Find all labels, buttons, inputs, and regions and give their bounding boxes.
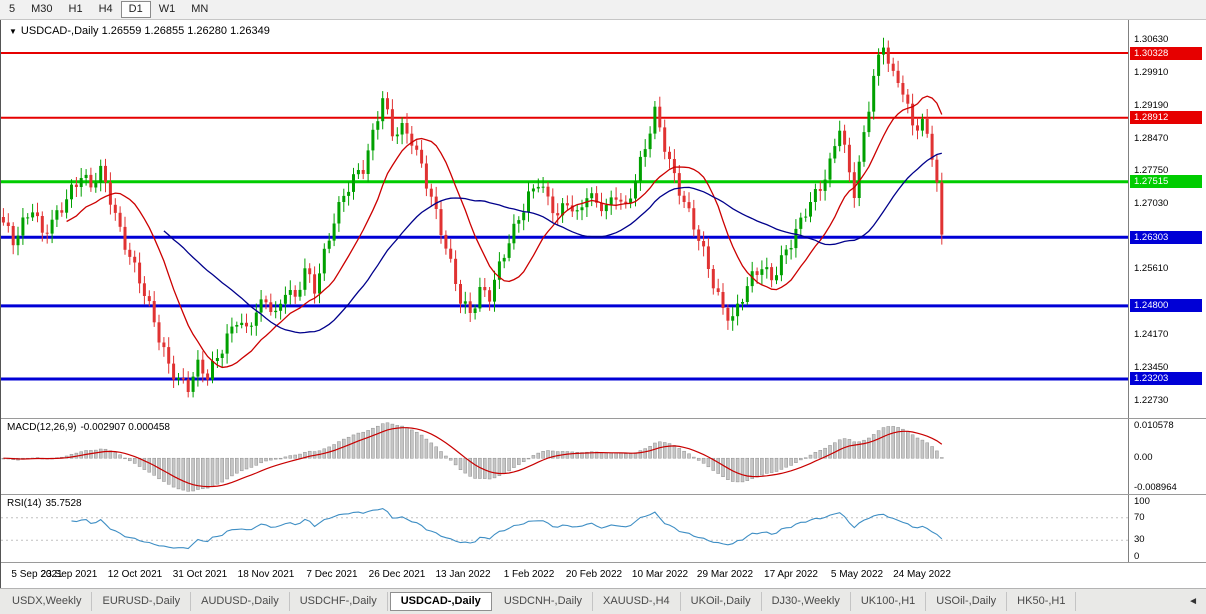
tab-dj30-weekly[interactable]: DJ30-,Weekly: [762, 592, 851, 611]
rsi-tick-label: 30: [1134, 534, 1145, 545]
tab-uk100-h1[interactable]: UK100-,H1: [851, 592, 927, 611]
tab-hk50-h1[interactable]: HK50-,H1: [1007, 592, 1077, 611]
tab-audusd-daily[interactable]: AUDUSD-,Daily: [191, 592, 290, 611]
date-label: 5 May 2022: [830, 569, 884, 580]
macd-chart[interactable]: [1, 420, 1129, 494]
price-tick-label: 1.29910: [1134, 67, 1169, 78]
price-tick-label: 1.24170: [1134, 329, 1169, 340]
tab-ukoil-daily[interactable]: UKOil-,Daily: [681, 592, 762, 611]
price-tick-label: 1.28470: [1134, 133, 1169, 144]
macd-axis: 0.010578 0.00 -0.008964: [1128, 419, 1206, 494]
price-level-badge: 1.23203: [1130, 372, 1202, 385]
tab-usoil-daily[interactable]: USOil-,Daily: [926, 592, 1008, 611]
timeframe-button-d1[interactable]: D1: [120, 1, 151, 18]
timeframe-button-h4[interactable]: H4: [91, 1, 121, 18]
chart-area: 1.30630 1.29910 1.29190 1.28470 1.27750 1.270…: [0, 20, 1206, 588]
date-label: 18 Nov 2021: [237, 569, 295, 580]
rsi-label: RSI(14): [7, 498, 42, 509]
chart-tabs-bar: USDX,Weekly EURUSD-,Daily AUDUSD-,Daily USD…: [0, 588, 1206, 614]
macd-label: MACD(12,26,9): [7, 422, 77, 433]
time-axis: 5 Sep 2021 23 Sep 2021 12 Oct 2021 31 Oct 2…: [1, 562, 1206, 588]
rsi-chart[interactable]: [1, 496, 1129, 562]
date-label: 13 Jan 2022: [435, 569, 491, 580]
date-label: 7 Dec 2021: [306, 569, 358, 580]
date-label: 12 Oct 2021: [107, 569, 163, 580]
tab-usdcnh-daily[interactable]: USDCNH-,Daily: [494, 592, 594, 611]
price-axis: 1.30630 1.29910 1.29190 1.28470 1.27750 1.270…: [1128, 20, 1206, 418]
price-level-badge: 1.24800: [1130, 299, 1202, 312]
timeframe-button-w1[interactable]: W1: [151, 1, 184, 18]
price-chart-panel: 1.30630 1.29910 1.29190 1.28470 1.27750 1.270…: [1, 20, 1206, 418]
rsi-tick-label: 0: [1134, 551, 1140, 562]
level-lines: [1, 52, 1129, 381]
price-tick-label: 1.27750: [1134, 165, 1169, 176]
date-label: 24 May 2022: [893, 569, 951, 580]
price-tick-label: 1.23450: [1134, 362, 1169, 373]
price-level-badge: 1.28912: [1130, 111, 1202, 124]
date-label: 10 Mar 2022: [631, 569, 689, 580]
rsi-tick-label: 100: [1134, 496, 1150, 507]
tab-usdchf-daily[interactable]: USDCHF-,Daily: [290, 592, 388, 611]
ma-fast-line: [66, 95, 943, 369]
date-label: 1 Feb 2022: [503, 569, 555, 580]
date-label: 17 Apr 2022: [764, 569, 818, 580]
timeframe-toolbar: 5 M30 H1 H4 D1 W1 MN: [0, 0, 1206, 20]
date-label: 20 Feb 2022: [565, 569, 623, 580]
tab-usdcad-daily[interactable]: USDCAD-,Daily: [389, 592, 492, 611]
rsi-tick-label: 70: [1134, 512, 1145, 523]
timeframe-button-5[interactable]: 5: [1, 1, 23, 18]
rsi-axis: 100 70 30 0: [1128, 495, 1206, 562]
chart-title: USDCAD-,Daily: [20, 25, 99, 37]
date-label: 26 Dec 2021: [368, 569, 426, 580]
price-tick-label: 1.29190: [1134, 100, 1169, 111]
candlestick-chart[interactable]: [1, 20, 1129, 418]
rsi-value: 35.7528: [45, 498, 82, 509]
price-tick-label: 1.30630: [1134, 34, 1169, 45]
tab-xauusd-h4[interactable]: XAUUSD-,H4: [593, 592, 681, 611]
tab-eurusd-daily[interactable]: EURUSD-,Daily: [92, 592, 192, 611]
tabs-scroll-left-icon[interactable]: ◄: [1188, 596, 1198, 607]
rsi-header: RSI(14) 35.7528: [7, 498, 86, 509]
tab-usdx-weekly[interactable]: USDX,Weekly: [2, 592, 93, 611]
macd-tick-label: 0.00: [1134, 452, 1153, 463]
price-tick-label: 1.25610: [1134, 263, 1169, 274]
price-level-badge: 1.30328: [1130, 47, 1202, 60]
macd-tick-label: -0.008964: [1134, 482, 1177, 493]
price-level-badge: 1.26303: [1130, 231, 1202, 244]
timeframe-button-mn[interactable]: MN: [183, 1, 216, 18]
macd-tick-label: 0.010578: [1134, 420, 1174, 431]
price-level-badge: 1.27515: [1130, 175, 1202, 188]
date-label: 23 Sep 2021: [40, 569, 98, 580]
timeframe-button-h1[interactable]: H1: [61, 1, 91, 18]
candles-layer: [1, 37, 944, 398]
macd-signal-line: [3, 427, 943, 488]
price-tick-label: 1.27030: [1134, 198, 1169, 209]
macd-panel: 0.010578 0.00 -0.008964 MACD(12,26,9) -0.00…: [1, 418, 1206, 494]
price-tick-label: 1.22730: [1134, 395, 1169, 406]
chart-collapse-arrow-icon[interactable]: ▼: [9, 27, 17, 36]
macd-histogram: [1, 422, 944, 492]
date-label: 31 Oct 2021: [172, 569, 228, 580]
chart-ohlc-values: 1.26559 1.26855 1.26280 1.26349: [101, 25, 270, 37]
macd-values: -0.002907 0.000458: [80, 422, 170, 433]
date-label: 5 Sep 2021: [11, 569, 63, 580]
macd-header: MACD(12,26,9) -0.002907 0.000458: [7, 422, 174, 433]
ma-slow-line: [163, 152, 942, 334]
rsi-line: [71, 508, 943, 550]
rsi-panel: 100 70 30 0 RSI(14) 35.7528: [1, 494, 1206, 562]
chart-header: ▼ USDCAD-,Daily 1.26559 1.26855 1.26280 1…: [9, 25, 270, 37]
date-label: 29 Mar 2022: [696, 569, 754, 580]
rsi-level-lines: [1, 517, 1129, 541]
timeframe-button-m30[interactable]: M30: [23, 1, 60, 18]
